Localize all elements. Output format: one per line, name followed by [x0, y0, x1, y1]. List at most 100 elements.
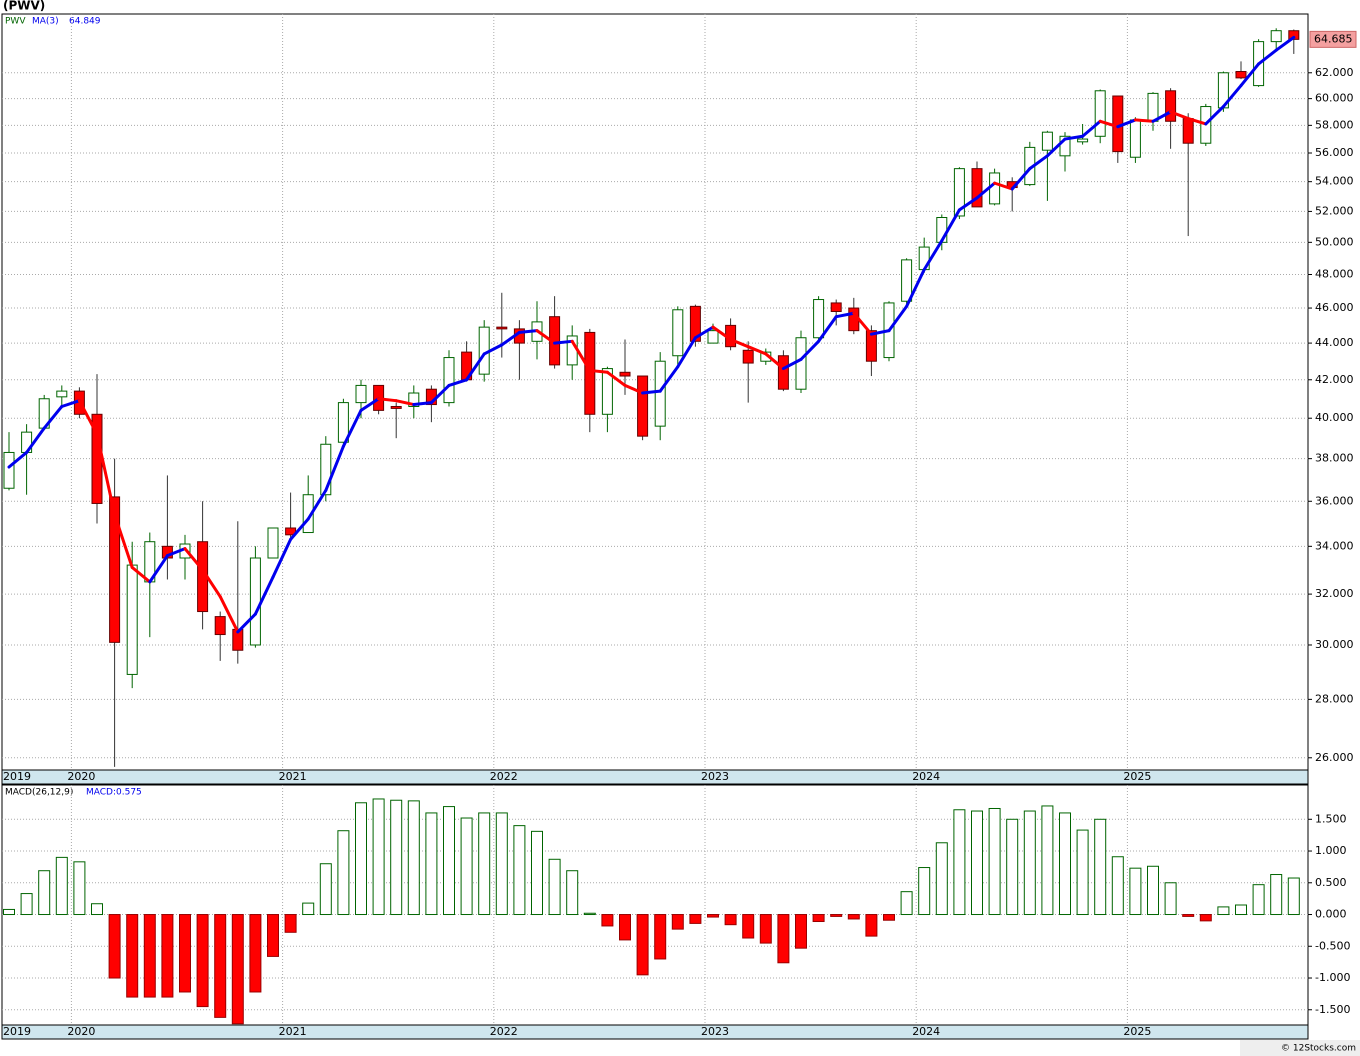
candle-body	[249, 557, 261, 646]
candle-body	[355, 384, 367, 404]
ma-segment	[957, 196, 979, 212]
macd-bar	[777, 914, 790, 964]
ma-segment	[1045, 137, 1067, 158]
x-tick-label: 2025	[1123, 1025, 1151, 1038]
ma-segment	[517, 329, 539, 334]
macd-bar	[143, 914, 156, 998]
chart-title: (PWV)	[3, 0, 45, 13]
macd-bar	[319, 863, 332, 916]
macd-bar	[108, 914, 121, 979]
x-tick-label: 2021	[279, 1025, 307, 1038]
candle-body	[742, 349, 754, 364]
candle-body	[830, 302, 842, 312]
macd-bar	[953, 809, 966, 916]
last-price-box	[1309, 30, 1357, 48]
macd-current: MACD:0.575	[86, 788, 142, 798]
macd-bar	[795, 914, 807, 949]
ma-segment	[148, 554, 169, 584]
ma-segment	[905, 268, 926, 308]
ma-segment	[77, 399, 99, 436]
macd-bar	[742, 914, 755, 939]
macd-bar	[1023, 810, 1036, 916]
macd-bar	[267, 914, 279, 957]
credit-bg	[1240, 1040, 1360, 1056]
y-tick-label: 28.000	[1315, 692, 1354, 705]
macd-bar	[883, 914, 895, 921]
y-tick-label: 1.000	[1315, 844, 1347, 857]
candle-body	[1288, 30, 1300, 40]
macd-bar	[337, 830, 350, 916]
macd-bar	[1076, 829, 1089, 916]
macd-bar	[55, 856, 68, 916]
ma-segment	[869, 329, 891, 336]
y-tick-label: 1.500	[1315, 812, 1347, 825]
macd-bar	[20, 893, 33, 916]
macd-date-strip	[1, 1024, 1309, 1040]
candle-body	[408, 392, 420, 407]
y-tick-label: 62.000	[1315, 66, 1354, 79]
y-tick-label: 52.000	[1315, 204, 1354, 217]
macd-bar	[284, 914, 297, 933]
macd-bar	[900, 891, 913, 916]
candle-body	[1147, 92, 1159, 122]
x-tick-label: 2019	[3, 1025, 31, 1038]
y-tick-label: 36.000	[1315, 494, 1354, 507]
candle-body	[1094, 90, 1106, 137]
candle-body	[1165, 90, 1177, 122]
ma-segment	[1257, 48, 1278, 66]
ma-segment	[641, 389, 662, 395]
y-tick-label: 0.500	[1315, 876, 1347, 889]
macd-bar	[1182, 914, 1195, 917]
candle-body	[637, 375, 649, 437]
ma-segment	[95, 432, 117, 517]
x-tick-label: 2024	[912, 1025, 940, 1038]
legend-symbol: PWV	[5, 17, 26, 27]
candle-body	[865, 330, 877, 362]
macd-bar	[865, 914, 878, 937]
ma-segment	[271, 537, 293, 579]
candle-body	[109, 496, 121, 643]
ma-segment	[588, 368, 609, 374]
y-tick-label: 60.000	[1315, 92, 1354, 105]
x-tick-label: 2023	[701, 770, 729, 783]
y-tick-label: 32.000	[1315, 587, 1354, 600]
macd-bar	[372, 798, 385, 916]
ma-segment	[799, 339, 821, 361]
ma-segment	[1169, 110, 1190, 121]
macd-bar	[654, 914, 667, 960]
ma-segment	[341, 408, 363, 448]
y-tick-label: 46.000	[1315, 301, 1354, 314]
ma-segment	[834, 311, 856, 319]
macd-bar	[566, 870, 579, 916]
candle-body	[1077, 138, 1089, 143]
ma-segment	[412, 401, 433, 407]
macd-bar	[759, 914, 772, 944]
macd-bar	[671, 914, 684, 930]
last-price: 64.685	[1314, 32, 1353, 45]
ma-segment	[676, 336, 697, 369]
x-tick-label: 2024	[912, 770, 940, 783]
macd-bar	[1287, 877, 1300, 916]
ma-segment	[1221, 84, 1243, 109]
y-tick-label: 26.000	[1315, 751, 1354, 764]
macd-bar	[548, 858, 561, 916]
candle-body	[126, 564, 138, 675]
y-tick-label: 58.000	[1315, 118, 1354, 131]
candle-body	[267, 527, 279, 559]
candle-body	[654, 360, 666, 427]
x-tick-label: 2020	[67, 1025, 95, 1038]
ma-segment	[1081, 119, 1102, 138]
y-tick-label: -1.000	[1315, 971, 1350, 984]
ma-segment	[218, 595, 240, 634]
macd-bar	[196, 914, 209, 1008]
macd-bar	[214, 914, 227, 1018]
y-tick-label: -0.500	[1315, 939, 1350, 952]
macd-bar	[1041, 805, 1054, 916]
legend-ma: MA(3)	[32, 17, 59, 27]
candle-body	[619, 371, 631, 377]
candle-body	[1059, 135, 1071, 157]
macd-bar	[425, 812, 438, 916]
candle-body	[1235, 71, 1247, 79]
candle-body	[1182, 118, 1194, 144]
candle-body	[320, 443, 332, 496]
